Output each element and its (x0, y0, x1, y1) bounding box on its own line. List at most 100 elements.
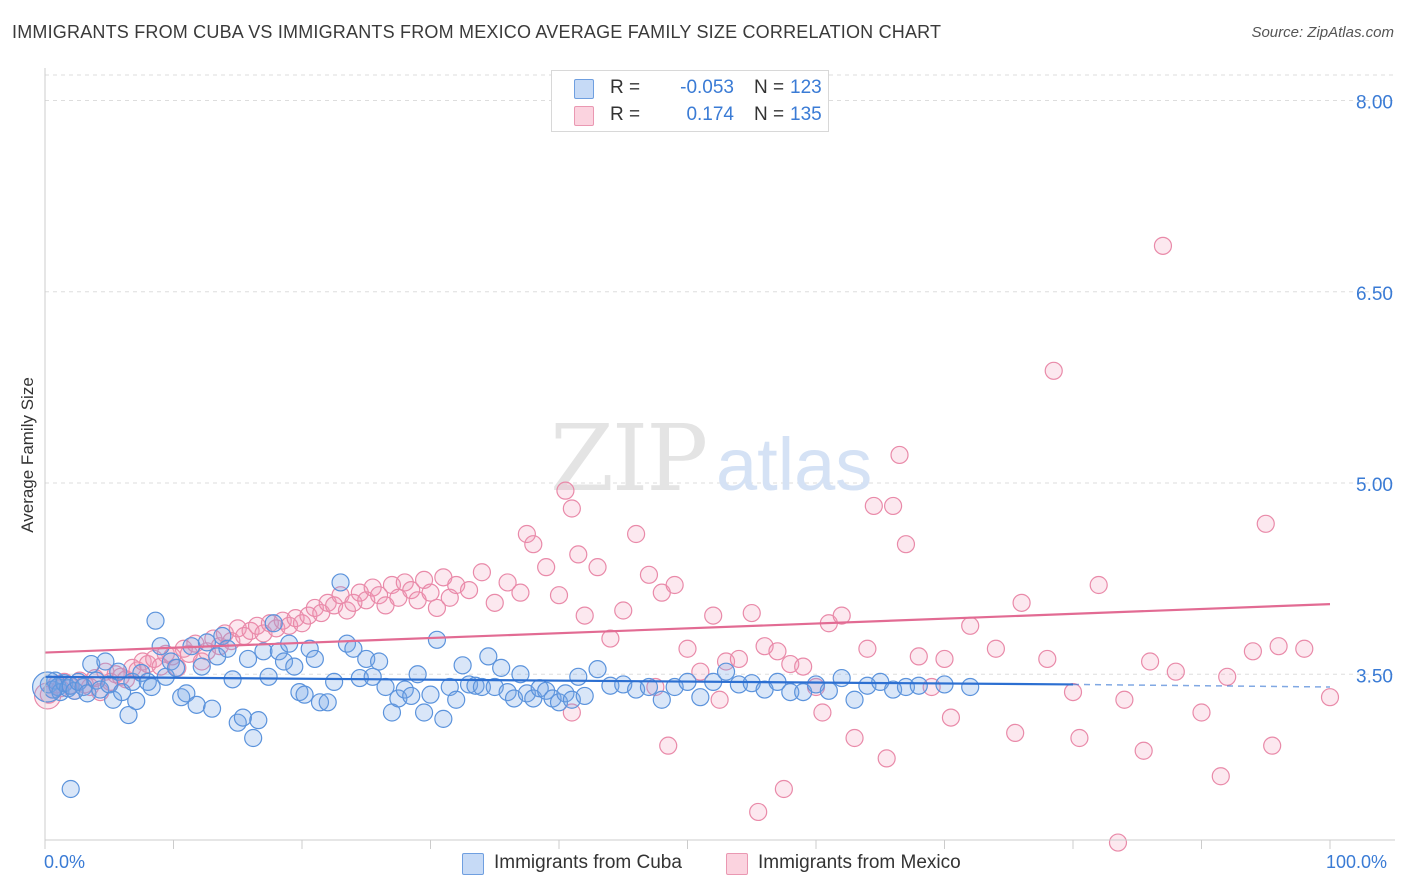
mexico-point (524, 535, 543, 554)
mexico-point (472, 563, 491, 582)
mexico-point (961, 616, 980, 635)
mexico-point (1063, 682, 1083, 702)
cuba-point (82, 654, 101, 674)
cuba-point (264, 614, 283, 633)
mexico-point (710, 690, 729, 709)
mexico-point (1115, 690, 1134, 709)
cuba-point (228, 713, 247, 732)
cuba-point (249, 711, 268, 730)
watermark-zip: ZIP (550, 405, 706, 512)
cuba-point (96, 652, 115, 671)
cuba-point (832, 668, 851, 688)
mexico-point (421, 583, 440, 602)
mexico-point (569, 545, 588, 564)
source-label: Source: ZipAtlas.com (1251, 24, 1394, 41)
cuba-point (142, 677, 161, 697)
cuba-point (466, 676, 485, 695)
bottom-legend-swatch-cuba (462, 853, 484, 875)
mexico-point (485, 593, 504, 612)
cuba-point (729, 675, 749, 694)
mexico-point (575, 606, 594, 625)
mexico-point (1166, 662, 1185, 681)
cuba-point (259, 667, 278, 686)
bottom-legend-label-mexico: Immigrants from Mexico (758, 852, 961, 873)
legend-n-label: N = (754, 104, 785, 125)
cuba-point (285, 657, 304, 676)
bottom-legend-label-cuba: Immigrants from Cuba (494, 852, 682, 873)
mexico-point (864, 496, 883, 516)
legend-n-value: 123 (790, 77, 822, 98)
cuba-point (492, 658, 511, 677)
stats-legend: R = -0.053 N = 123 R = 0.174 N = 135 (551, 70, 829, 132)
cuba-point (845, 690, 864, 709)
mexico-point (1256, 514, 1275, 533)
mexico-point (1320, 688, 1340, 707)
cuba-point (318, 693, 337, 712)
mexico-point (742, 603, 761, 623)
cuba-point (290, 682, 309, 702)
cuba-point (575, 686, 594, 706)
mexico-point (1044, 361, 1063, 380)
cuba-point (511, 665, 530, 684)
cuba-point (479, 647, 498, 666)
mexico-point (601, 629, 620, 648)
mexico-point (813, 703, 832, 722)
cuba-point (202, 699, 222, 718)
mexico-point (133, 652, 152, 671)
mexico-point (402, 580, 421, 600)
cuba-point (146, 611, 165, 630)
mexico-point (845, 728, 864, 748)
mexico-point (729, 649, 749, 669)
x-tick-min: 0.0% (44, 852, 86, 872)
mexico-point (794, 657, 813, 676)
cuba-point (119, 705, 138, 725)
mexico-point (562, 703, 581, 722)
mexico-point (537, 558, 556, 577)
mexico-point (556, 481, 575, 500)
mexico-point (1218, 667, 1237, 686)
cuba-point (691, 688, 710, 707)
trend-layer (44, 603, 1331, 688)
legend-swatch-mexico (574, 106, 594, 126)
y-tick-label: 3.50 (1356, 666, 1393, 687)
mexico-point (1295, 639, 1314, 658)
mexico-point (1012, 593, 1031, 612)
cuba-point (434, 709, 453, 728)
cuba-point (569, 667, 588, 686)
cuba-point (91, 680, 110, 699)
mexico-point (1038, 649, 1057, 669)
mexico-point (896, 535, 916, 554)
cuba-point (427, 630, 447, 649)
cuba-point (254, 642, 273, 661)
cuba-point (151, 637, 170, 656)
mexico-points (33, 236, 1340, 852)
cuba-point (909, 676, 928, 695)
mexico-point (986, 639, 1006, 658)
cuba-trend-extension (1072, 683, 1331, 688)
mexico-trend-line (44, 603, 1331, 654)
cuba-point (109, 662, 128, 681)
cuba-point (716, 662, 736, 681)
cuba-point (310, 693, 330, 712)
cuba-point (639, 677, 659, 697)
mexico-point (370, 586, 389, 605)
mexico-point (665, 575, 684, 595)
mexico-point (1140, 652, 1160, 671)
cuba-point (31, 671, 64, 703)
legend-r-label: R = (610, 77, 641, 98)
cuba-point (127, 691, 146, 711)
mexico-point (549, 586, 569, 605)
cuba-point (295, 685, 314, 704)
cuba-point (192, 657, 211, 676)
bottom-legend-swatch-mexico (726, 853, 748, 875)
tick-labels: 3.50 5.00 6.50 8.00 (1356, 93, 1393, 688)
cuba-trend-line (44, 675, 1074, 686)
cuba-point (325, 672, 344, 692)
mexico-point (427, 598, 447, 618)
mexico-point (935, 649, 954, 669)
mexico-point (1070, 728, 1089, 748)
cuba-point (370, 652, 389, 671)
mexico-point (1108, 833, 1128, 852)
cuba-point (421, 685, 440, 704)
